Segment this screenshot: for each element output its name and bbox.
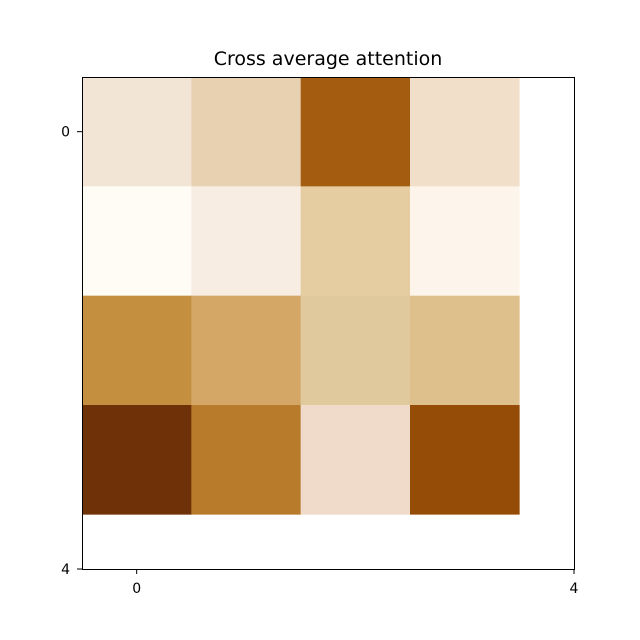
heatmap-cell-r1-c2: [300, 186, 411, 296]
heatmap-cell-r1-c3: [410, 186, 520, 296]
heatmap-cell-r2-c2: [300, 295, 411, 406]
heatmap-cell-r3-c2: [300, 405, 411, 515]
heatmap-cell-r3-c1: [191, 405, 301, 515]
x-tick-label-1: 4: [570, 581, 579, 597]
y-tick-label-0: 0: [61, 125, 70, 141]
axis-ticks: 0 4 0 4: [61, 125, 578, 597]
heatmap-cell-r0-c2: [300, 77, 411, 187]
heatmap-cells: [82, 77, 520, 515]
heatmap-cell-r1-c0: [82, 186, 192, 296]
plot-frame: [82, 77, 575, 570]
heatmap-cell-r3-c0: [82, 405, 192, 515]
heatmap-cell-r0-c1: [191, 77, 301, 187]
chart-title: Cross average attention: [214, 48, 443, 70]
y-tick-label-1: 4: [61, 562, 70, 578]
heatmap-cell-r3-c3: [410, 405, 520, 515]
heatmap-cell-r1-c1: [191, 186, 301, 296]
heatmap-cell-r0-c0: [82, 77, 192, 187]
heatmap-cell-r0-c3: [410, 77, 520, 187]
x-tick-label-0: 0: [132, 581, 141, 597]
heatmap-cell-r2-c0: [82, 295, 192, 406]
heatmap-cell-r2-c1: [191, 295, 301, 406]
heatmap-cell-r2-c3: [410, 295, 520, 406]
